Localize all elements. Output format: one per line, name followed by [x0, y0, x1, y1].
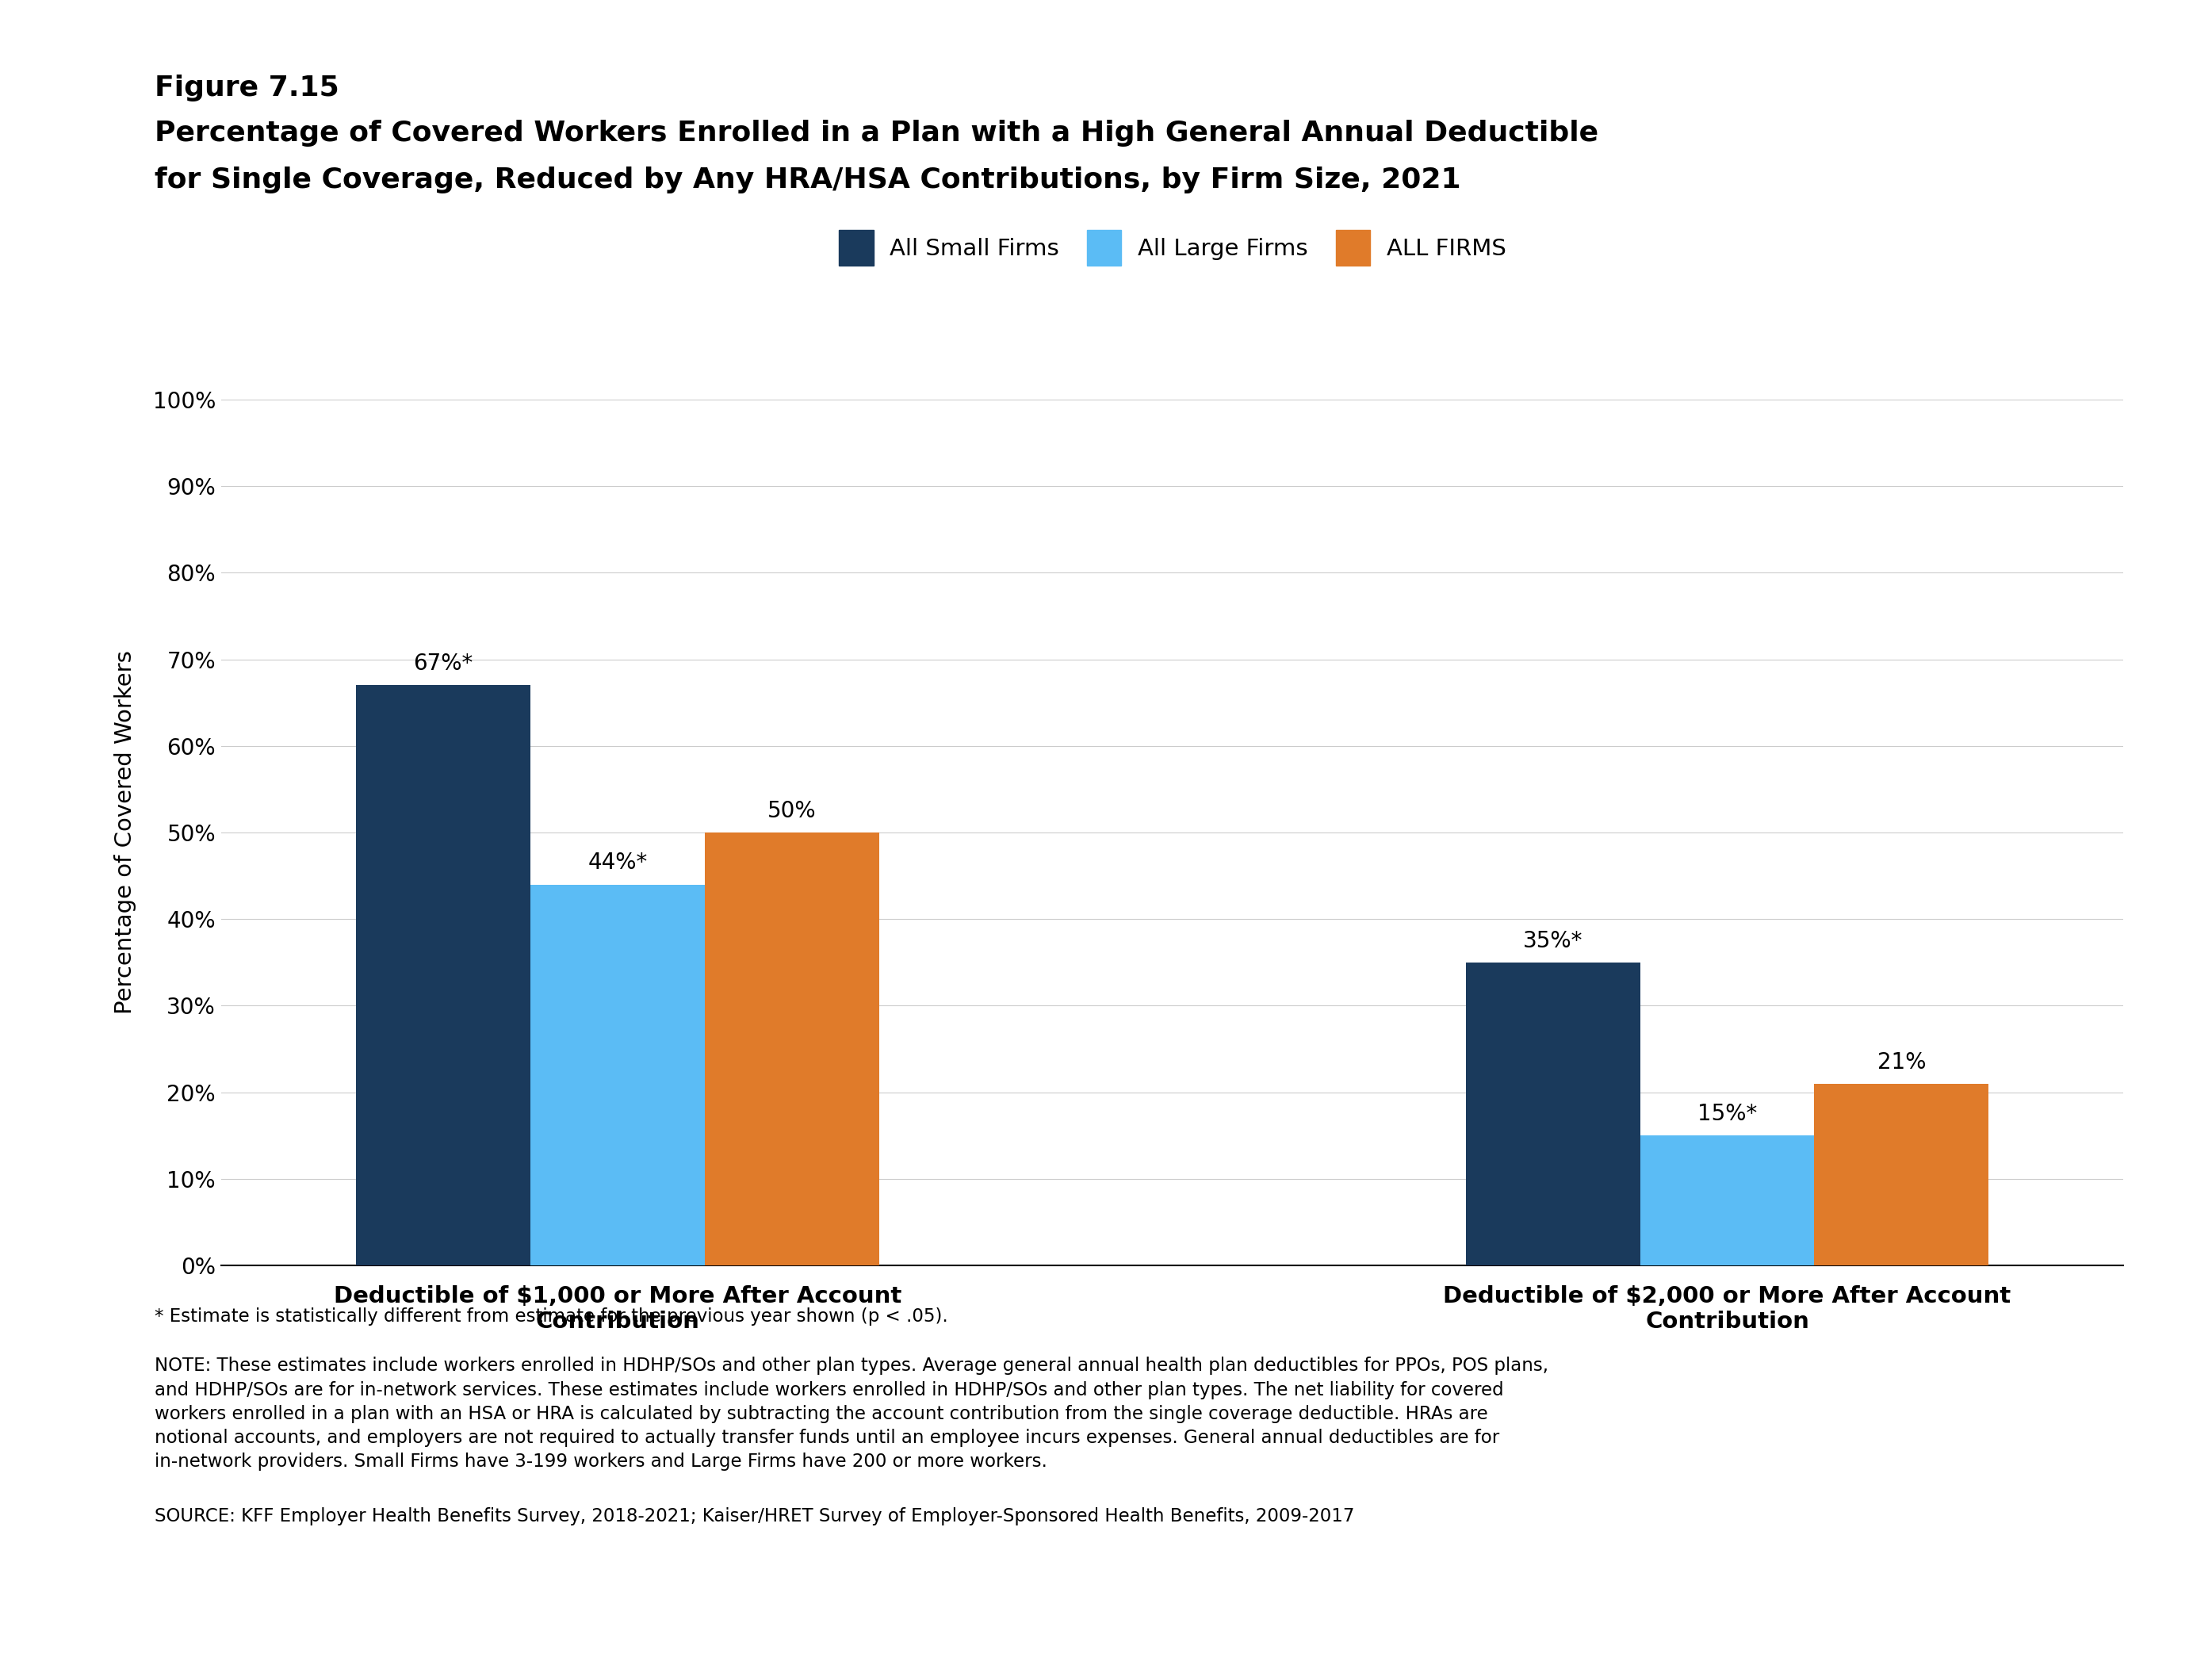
- Text: 44%*: 44%*: [588, 852, 648, 874]
- Text: Percentage of Covered Workers Enrolled in a Plan with a High General Annual Dedu: Percentage of Covered Workers Enrolled i…: [155, 120, 1599, 147]
- Y-axis label: Percentage of Covered Workers: Percentage of Covered Workers: [115, 651, 137, 1014]
- Text: * Estimate is statistically different from estimate for the previous year shown : * Estimate is statistically different fr…: [155, 1307, 949, 1325]
- Bar: [531, 884, 706, 1265]
- Text: 21%: 21%: [1878, 1051, 1927, 1074]
- Bar: [1814, 1084, 1989, 1265]
- Text: NOTE: These estimates include workers enrolled in HDHP/SOs and other plan types.: NOTE: These estimates include workers en…: [155, 1357, 1548, 1470]
- Text: 35%*: 35%*: [1522, 929, 1584, 952]
- Text: 15%*: 15%*: [1697, 1102, 1756, 1126]
- Bar: [1467, 962, 1639, 1265]
- Text: 67%*: 67%*: [414, 653, 473, 674]
- Text: SOURCE: KFF Employer Health Benefits Survey, 2018-2021; Kaiser/HRET Survey of Em: SOURCE: KFF Employer Health Benefits Sur…: [155, 1507, 1354, 1525]
- Bar: [706, 832, 878, 1265]
- Text: for Single Coverage, Reduced by Any HRA/HSA Contributions, by Firm Size, 2021: for Single Coverage, Reduced by Any HRA/…: [155, 166, 1462, 193]
- Bar: [356, 686, 531, 1265]
- Bar: [1639, 1136, 1814, 1265]
- Text: 50%: 50%: [768, 799, 816, 823]
- Legend: All Small Firms, All Large Firms, ALL FIRMS: All Small Firms, All Large Firms, ALL FI…: [830, 221, 1515, 275]
- Text: Figure 7.15: Figure 7.15: [155, 75, 338, 102]
